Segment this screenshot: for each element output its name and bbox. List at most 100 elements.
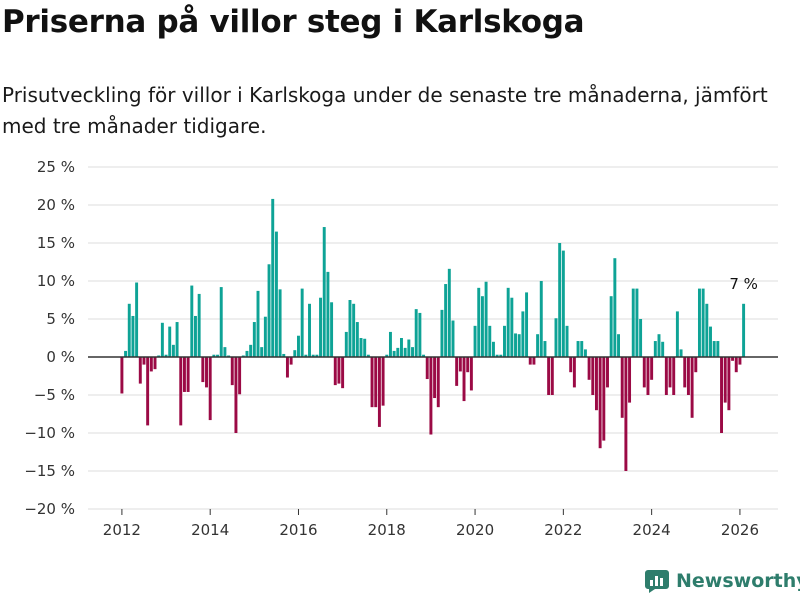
bar [738,357,742,365]
bar [179,357,183,426]
bar [469,357,473,391]
bar [591,357,595,395]
bar [311,354,315,357]
bar [267,264,271,357]
y-tick-label: 20 % [37,196,75,214]
bar [668,357,672,388]
bar [602,357,606,441]
chart-title: Priserna på villor steg i Karlskoga [2,4,585,40]
bar [300,288,304,357]
bar [359,338,363,357]
bar [444,284,448,357]
bar [223,347,227,357]
bar [594,357,598,411]
bar [657,334,661,357]
bar [709,326,712,357]
bar [135,282,139,357]
bar [377,357,381,427]
bar [388,331,392,357]
bar [631,288,635,357]
bar [241,355,245,357]
bar [282,353,286,357]
bar [392,350,396,357]
y-tick-label: −10 % [24,424,75,442]
y-tick-label: −5 % [34,386,75,404]
bar [477,287,481,357]
bar [734,357,738,373]
y-tick-label: 15 % [37,234,75,252]
bar [675,311,679,357]
bar [337,357,341,384]
bar [146,357,150,426]
bar [466,357,470,373]
bar [326,271,330,357]
bar [274,231,278,357]
y-tick-label: 5 % [46,310,75,328]
bar [396,347,400,357]
bar [366,354,370,357]
bar [510,297,514,357]
bar [462,357,466,402]
bar [197,293,201,357]
bar [201,357,205,383]
bar [157,355,161,357]
bar [521,311,525,357]
bar [219,287,223,357]
bar [547,357,551,395]
bar [613,258,617,357]
bar [194,315,197,357]
bar [352,303,356,357]
bar [731,357,735,361]
bar [289,357,293,365]
bar [664,357,668,395]
bar [572,357,576,388]
bar [278,289,282,357]
bar [447,268,451,357]
bar [212,354,216,357]
bar [606,357,609,388]
bar [252,322,256,357]
bar [484,281,488,357]
newsworthy-brand[interactable]: Newsworthy [644,568,800,594]
x-axis-ticks: 2012 2014 2016 2018 2020 2022 2024 2026 [103,509,759,539]
bar [322,227,326,357]
bar [425,357,429,380]
bar [554,318,558,357]
bar [742,303,746,357]
y-tick-label: −20 % [24,500,75,518]
bar [153,357,157,370]
bar [628,357,632,403]
bar [205,357,208,388]
bar [333,357,337,386]
bar [293,350,297,357]
bar [580,341,584,357]
bar [407,339,411,357]
bar [723,357,727,403]
bar [271,198,275,357]
bar [429,357,433,435]
bar [436,357,440,408]
bar [701,288,705,357]
bar [304,354,308,357]
bar [315,354,319,357]
bar [124,350,128,357]
y-tick-label: −15 % [24,462,75,480]
y-tick-label: 0 % [46,348,75,366]
bar [686,357,690,395]
bar [186,357,190,392]
bar [348,300,352,357]
bar [234,357,238,433]
bar [506,287,510,357]
x-tick-label: 2014 [191,521,229,539]
y-tick-label: 25 % [37,158,75,176]
bar [190,285,194,357]
bar [683,357,687,388]
bar [127,303,131,357]
bar [503,325,506,357]
bar [532,357,536,365]
bar [245,350,249,357]
bar [528,357,532,365]
last-value-annotation: 7 % [729,275,758,293]
bar [565,325,569,357]
bar [539,281,543,357]
